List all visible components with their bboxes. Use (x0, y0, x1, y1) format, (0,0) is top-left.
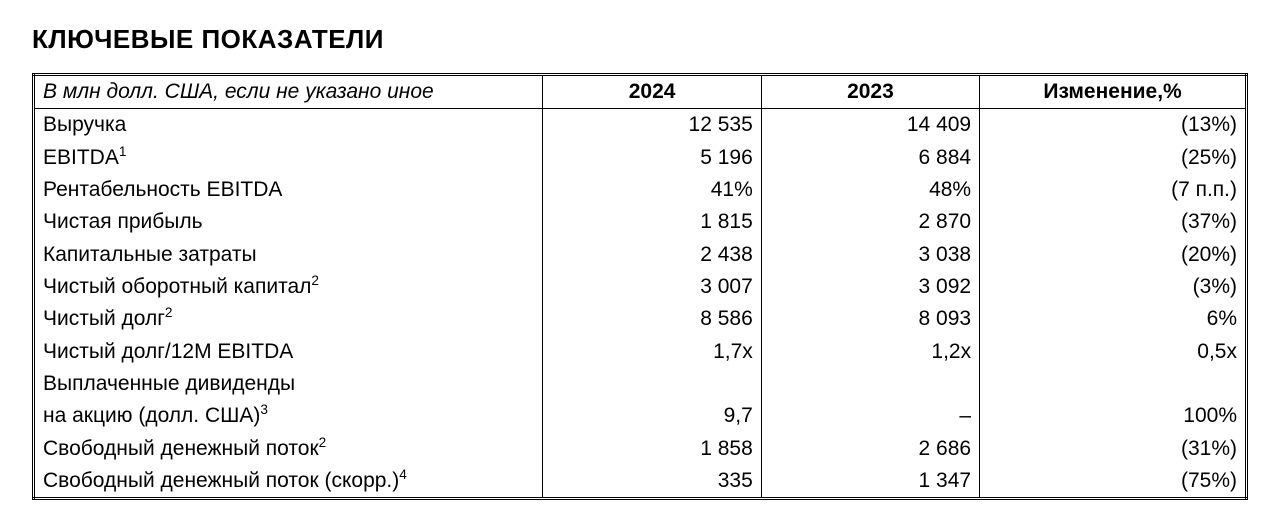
table-row: Капитальные затраты 2 4383 038(20%) (34, 239, 1247, 271)
row-label-text: Чистый долг/12М EBITDA (43, 340, 293, 363)
row-chg: (25%) (980, 142, 1247, 174)
row-y1: 1 858 (543, 433, 761, 465)
row-chg: 100% (980, 400, 1247, 432)
row-y2: 48% (761, 174, 979, 206)
row-y2: 2 686 (761, 433, 979, 465)
row-label-text: Чистый долг (43, 307, 165, 330)
row-chg: (20%) (980, 239, 1247, 271)
row-y1: 41% (543, 174, 761, 206)
row-label-footnote: 2 (311, 273, 319, 288)
table-row: Свободный денежный поток21 8582 686(31%) (34, 433, 1247, 465)
row-y1 (543, 368, 761, 400)
table-row: Свободный денежный поток (скорр.)43351 3… (34, 465, 1247, 499)
table-row: Чистый долг/12М EBITDA 1,7x1,2x0,5x (34, 336, 1247, 368)
page-title: КЛЮЧЕВЫЕ ПОКАЗАТЕЛИ (32, 24, 1248, 55)
row-label-text: Свободный денежный поток (43, 437, 319, 460)
table-row: Чистый оборотный капитал23 0073 092(3%) (34, 271, 1247, 303)
row-label: Чистая прибыль (34, 206, 543, 238)
row-label-footnote: 1 (119, 144, 127, 159)
row-chg: (13%) (980, 109, 1247, 142)
row-y2: 3 038 (761, 239, 979, 271)
row-label-text: Чистая прибыль (43, 210, 203, 233)
row-y1: 1 815 (543, 206, 761, 238)
row-label-text: Свободный денежный поток (скорр.) (43, 469, 399, 492)
row-label-text: EBITDA (43, 146, 119, 169)
row-label: Выручка (34, 109, 543, 142)
row-label: Чистый долг2 (34, 303, 543, 335)
row-chg: (75%) (980, 465, 1247, 499)
row-y1: 2 438 (543, 239, 761, 271)
table-row: EBITDA15 1966 884(25%) (34, 142, 1247, 174)
row-y2: 14 409 (761, 109, 979, 142)
table-row: Чистый долг28 5868 0936% (34, 303, 1247, 335)
row-y1: 1,7x (543, 336, 761, 368)
row-chg: (7 п.п.) (980, 174, 1247, 206)
row-label: Свободный денежный поток2 (34, 433, 543, 465)
row-label-text: Выплаченные дивиденды (43, 372, 295, 395)
row-label-footnote: 2 (165, 305, 173, 320)
row-y1: 5 196 (543, 142, 761, 174)
row-label-text: на акцию (долл. США) (43, 404, 260, 427)
row-label-text: Чистый оборотный капитал (43, 275, 311, 298)
row-chg: (3%) (980, 271, 1247, 303)
table-row: Рентабельность EBITDA 41%48%(7 п.п.) (34, 174, 1247, 206)
row-chg: (31%) (980, 433, 1247, 465)
row-y2: – (761, 400, 979, 432)
row-chg: (37%) (980, 206, 1247, 238)
row-y2: 2 870 (761, 206, 979, 238)
row-y1: 8 586 (543, 303, 761, 335)
row-y2: 3 092 (761, 271, 979, 303)
row-y1: 12 535 (543, 109, 761, 142)
row-chg: 0,5x (980, 336, 1247, 368)
row-y1: 9,7 (543, 400, 761, 432)
row-label: Свободный денежный поток (скорр.)4 (34, 465, 543, 499)
page: КЛЮЧЕВЫЕ ПОКАЗАТЕЛИ В млн долл. США, есл… (0, 0, 1280, 524)
table-row: Чистая прибыль 1 8152 870(37%) (34, 206, 1247, 238)
row-label: Рентабельность EBITDA (34, 174, 543, 206)
header-year1: 2024 (543, 75, 761, 109)
row-label: Выплаченные дивиденды (34, 368, 543, 400)
row-label: EBITDA1 (34, 142, 543, 174)
row-label-text: Выручка (43, 113, 126, 136)
row-label-footnote: 2 (319, 435, 327, 450)
table-row: Выручка 12 53514 409(13%) (34, 109, 1247, 142)
row-label: Чистый долг/12М EBITDA (34, 336, 543, 368)
row-label: Чистый оборотный капитал2 (34, 271, 543, 303)
row-label-footnote: 4 (399, 467, 407, 482)
header-change: Изменение,% (980, 75, 1247, 109)
table-header-row: В млн долл. США, если не указано иное 20… (34, 75, 1247, 109)
row-label-text: Капитальные затраты (43, 243, 257, 266)
row-y2: 1 347 (761, 465, 979, 499)
header-note: В млн долл. США, если не указано иное (34, 75, 543, 109)
row-label: на акцию (долл. США)3 (34, 400, 543, 432)
row-chg (980, 368, 1247, 400)
table-row: на акцию (долл. США)39,7–100% (34, 400, 1247, 432)
row-label-text: Рентабельность EBITDA (43, 178, 282, 201)
row-y1: 335 (543, 465, 761, 499)
row-y2: 1,2x (761, 336, 979, 368)
row-y2: 6 884 (761, 142, 979, 174)
row-y2: 8 093 (761, 303, 979, 335)
row-chg: 6% (980, 303, 1247, 335)
row-label: Капитальные затраты (34, 239, 543, 271)
row-y2 (761, 368, 979, 400)
header-year2: 2023 (761, 75, 979, 109)
table-row: Выплаченные дивиденды (34, 368, 1247, 400)
row-y1: 3 007 (543, 271, 761, 303)
row-label-footnote: 3 (260, 402, 268, 417)
kpi-table: В млн долл. США, если не указано иное 20… (32, 73, 1248, 500)
table-body: Выручка12 53514 409(13%)EBITDA15 1966 88… (34, 109, 1247, 499)
